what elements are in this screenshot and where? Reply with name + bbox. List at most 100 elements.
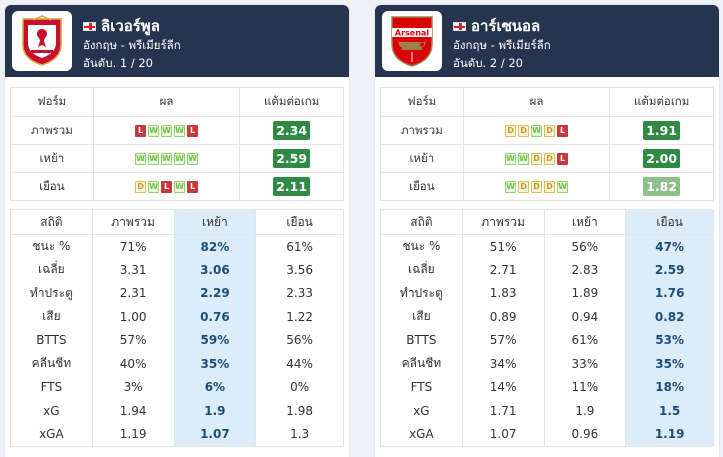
result-badge[interactable]: W xyxy=(135,153,147,165)
result-badge[interactable]: W xyxy=(174,153,186,165)
stat-value: 3.06 xyxy=(173,258,257,282)
result-badge[interactable]: W xyxy=(174,125,186,137)
stat-value: 1.9 xyxy=(173,399,257,423)
result-badge[interactable]: L xyxy=(135,125,147,137)
stat-value: 35% xyxy=(625,352,714,376)
ppg-value: 1.91 xyxy=(643,121,681,140)
result-badge[interactable]: W xyxy=(148,181,160,193)
result-badge[interactable]: D xyxy=(531,181,543,193)
team-name[interactable]: อาร์เซนอล xyxy=(471,17,541,35)
stat-value: 11% xyxy=(543,375,627,399)
ppg-header: แต้มต่อเกม xyxy=(239,87,344,117)
result-badge[interactable]: D xyxy=(531,153,543,165)
stat-value: 44% xyxy=(255,352,344,376)
result-badge[interactable]: L xyxy=(161,181,173,193)
stat-label: BTTS xyxy=(380,328,463,352)
country-league[interactable]: อังกฤษ - พรีเมียร์ลีก xyxy=(83,38,181,52)
results-header: ผล xyxy=(462,87,611,117)
form-row-label: เยือน xyxy=(380,172,464,201)
result-badge[interactable]: D xyxy=(505,125,517,137)
stats-column-header: ภาพรวม xyxy=(91,209,175,235)
ppg-header: แต้มต่อเกม xyxy=(609,87,714,117)
stat-value: 33% xyxy=(543,352,627,376)
form-header: ฟอร์ม xyxy=(380,87,464,117)
result-badge[interactable]: W xyxy=(505,181,517,193)
result-badge[interactable]: L xyxy=(557,153,569,165)
stat-value: 1.76 xyxy=(625,281,714,305)
country-league[interactable]: อังกฤษ - พรีเมียร์ลีก xyxy=(453,38,551,52)
stat-value: 40% xyxy=(91,352,175,376)
stat-label: เสีย xyxy=(10,305,93,329)
stats-table: สถิติ ภาพรวม เหย้า เยือน ชนะ % 51% 56% 47% เฉลี… xyxy=(380,209,714,447)
stat-value: 6% xyxy=(173,375,257,399)
result-badge[interactable]: W xyxy=(148,153,160,165)
result-badge[interactable]: D xyxy=(544,153,556,165)
stats-column-header: เหย้า xyxy=(543,209,627,235)
result-badge[interactable]: D xyxy=(544,125,556,137)
stat-label: BTTS xyxy=(10,328,93,352)
result-badge[interactable]: W xyxy=(531,125,543,137)
result-badge[interactable]: L xyxy=(557,125,569,137)
team-logo[interactable] xyxy=(12,11,72,71)
form-header: ฟอร์ม xyxy=(10,87,94,117)
result-badge[interactable]: L xyxy=(187,181,199,193)
result-badge[interactable]: W xyxy=(148,125,160,137)
stat-value: 1.19 xyxy=(91,422,175,447)
result-badge[interactable]: W xyxy=(174,181,186,193)
stat-label: เฉลี่ย xyxy=(10,258,93,282)
stats-row: xGA 1.07 0.96 1.19 xyxy=(380,422,714,447)
stats-row: ทำประตู 1.83 1.89 1.76 xyxy=(380,281,714,305)
stat-value: 1.07 xyxy=(173,422,257,447)
stats-row: xG 1.94 1.9 1.98 xyxy=(10,399,344,423)
stat-label: คลีนชีท xyxy=(10,352,93,376)
result-badge[interactable]: W xyxy=(161,153,173,165)
stat-label: ชนะ % xyxy=(380,234,463,258)
form-row-label: เยือน xyxy=(10,172,94,201)
result-badge[interactable]: D xyxy=(135,181,147,193)
stat-value: 2.59 xyxy=(625,258,714,282)
stat-value: 1.22 xyxy=(255,305,344,329)
stat-value: 34% xyxy=(461,352,545,376)
result-badge[interactable]: W xyxy=(505,153,517,165)
league-rank: อันดับ. 1 / 20 xyxy=(83,56,153,70)
stat-label: FTS xyxy=(380,375,463,399)
result-badge[interactable]: W xyxy=(557,181,569,193)
stat-value: 35% xyxy=(173,352,257,376)
result-badge[interactable]: W xyxy=(518,153,530,165)
stat-value: 1.00 xyxy=(91,305,175,329)
result-badge[interactable]: D xyxy=(518,125,530,137)
ppg-value: 2.00 xyxy=(643,149,681,168)
result-badge[interactable]: L xyxy=(187,125,199,137)
stats-row: ทำประตู 2.31 2.29 2.33 xyxy=(10,281,344,305)
stat-value: 61% xyxy=(255,234,344,258)
stat-value: 57% xyxy=(461,328,545,352)
stat-value: 1.89 xyxy=(543,281,627,305)
stat-value: 71% xyxy=(91,234,175,258)
result-badge[interactable]: W xyxy=(187,153,199,165)
stat-value: 56% xyxy=(255,328,344,352)
stats-row: xGA 1.19 1.07 1.3 xyxy=(10,422,344,447)
stat-label: xGA xyxy=(380,422,463,447)
stats-column-header: เยือน xyxy=(255,209,344,235)
stat-label: xG xyxy=(380,399,463,423)
stats-row: FTS 14% 11% 18% xyxy=(380,375,714,399)
stat-label: ชนะ % xyxy=(10,234,93,258)
team-name[interactable]: ลิเวอร์พูล xyxy=(101,17,160,35)
result-badge[interactable]: W xyxy=(161,125,173,137)
ppg-value: 2.34 xyxy=(273,121,311,140)
stats-row: คลีนชีท 40% 35% 44% xyxy=(10,352,344,376)
result-badge[interactable]: D xyxy=(544,181,556,193)
team-logo[interactable]: Arsenal xyxy=(382,11,442,71)
stats-row: เสีย 1.00 0.76 1.22 xyxy=(10,305,344,329)
stats-column-header: สถิติ xyxy=(10,209,93,235)
stat-value: 1.9 xyxy=(543,399,627,423)
stats-row: ชนะ % 71% 82% 61% xyxy=(10,234,344,258)
england-flag-icon xyxy=(453,21,466,31)
result-badge[interactable]: D xyxy=(518,181,530,193)
